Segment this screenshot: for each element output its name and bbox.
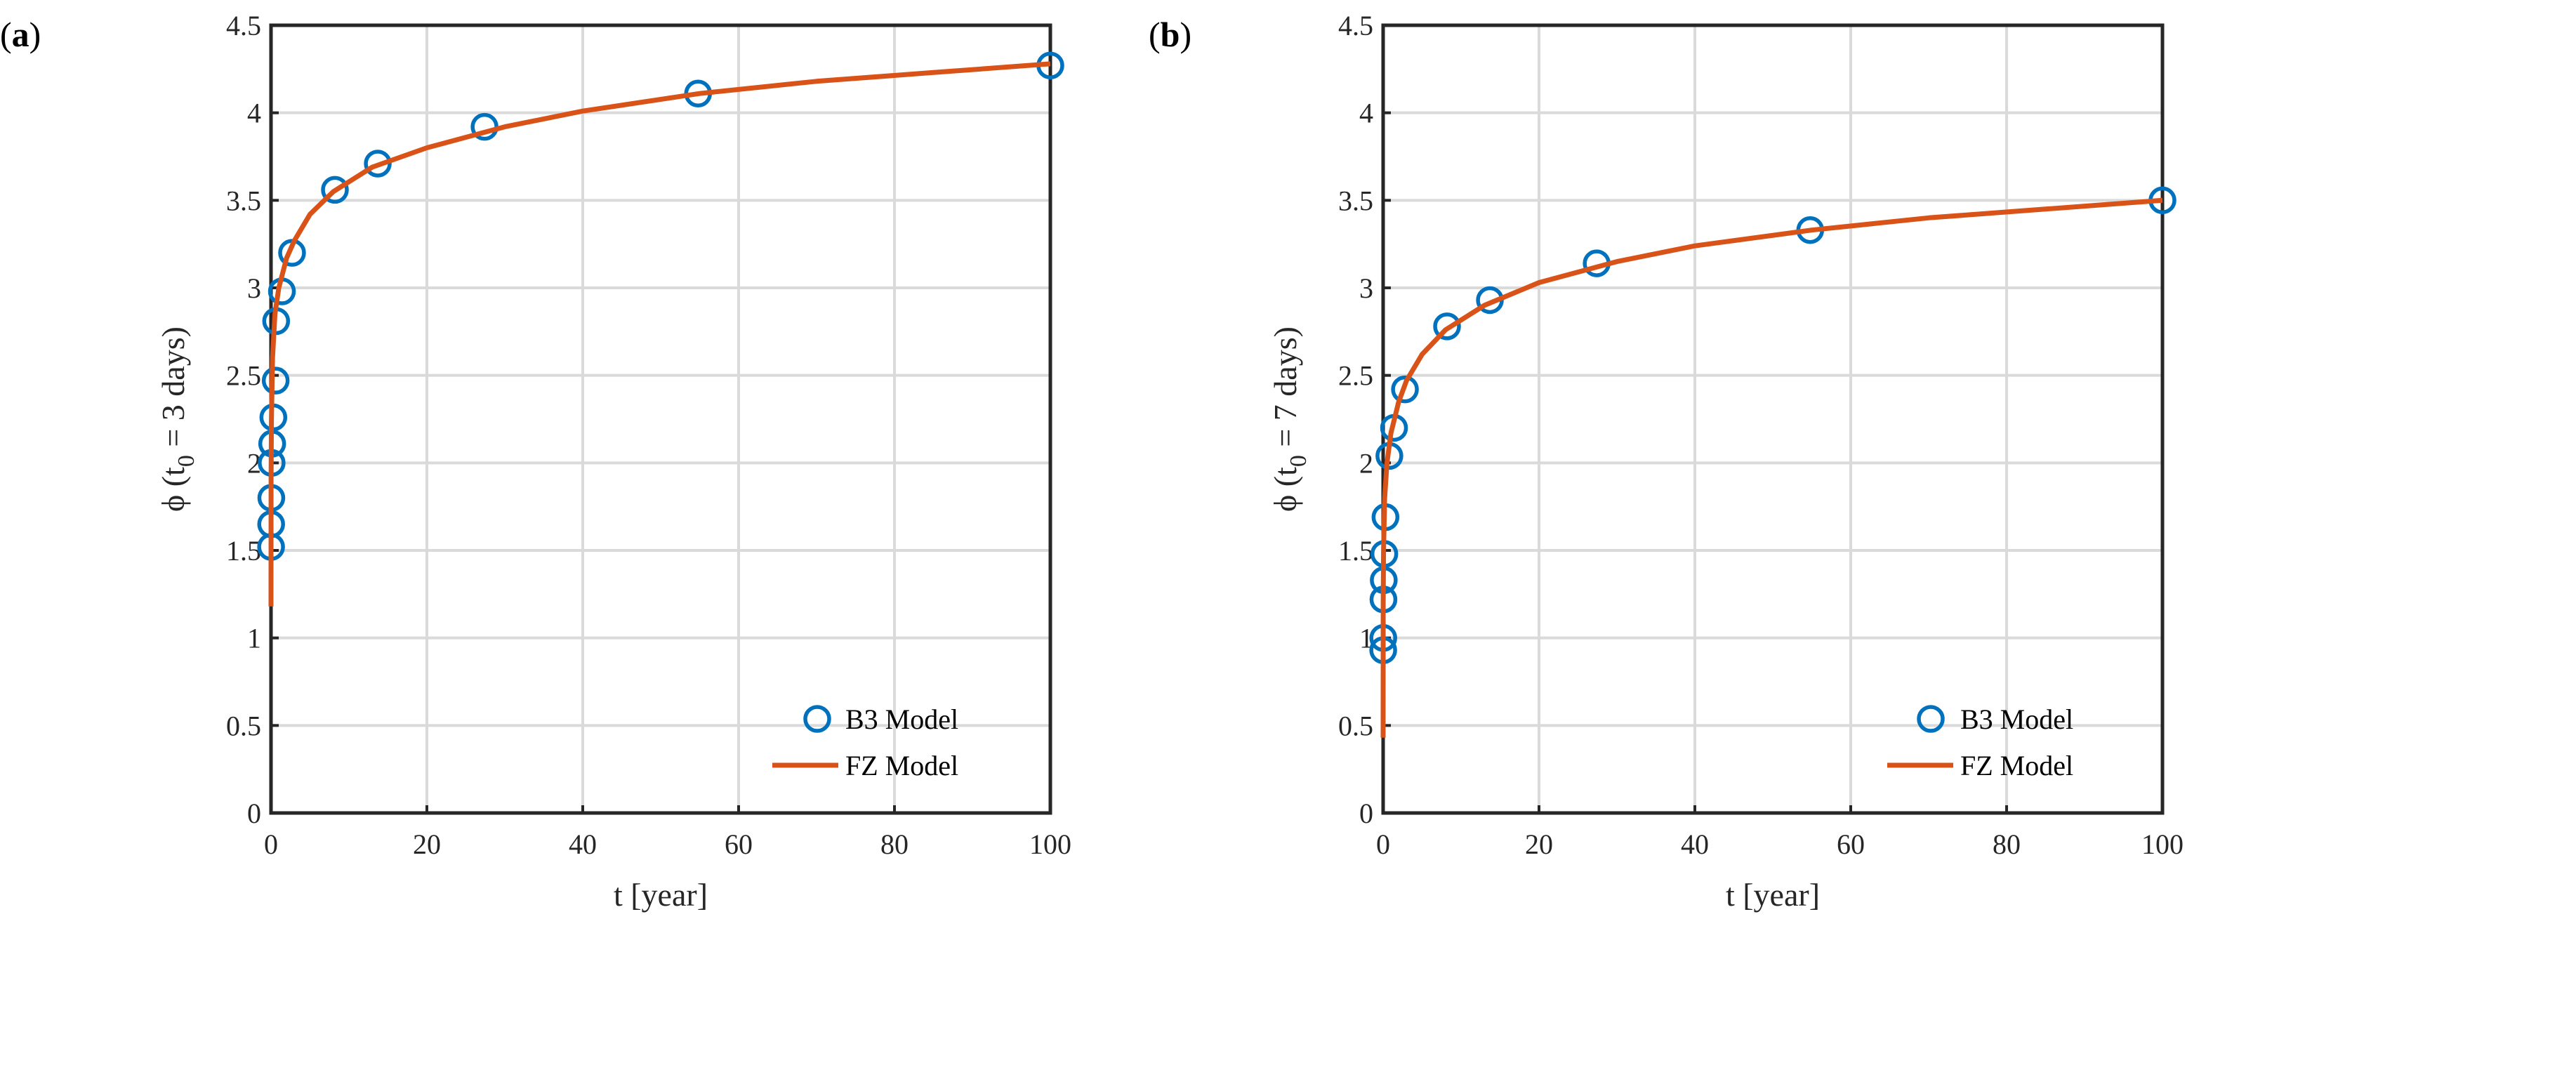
- x-tick-label: 60: [1837, 828, 1865, 860]
- x-tick-label: 80: [1993, 828, 2021, 860]
- b3-model-marker: [364, 150, 392, 178]
- x-tick-label: 100: [1029, 828, 1071, 860]
- y-tick-label: 2: [247, 447, 261, 479]
- b3-model-marker: [261, 366, 290, 395]
- b3-model-marker: [321, 176, 349, 204]
- legend-label-fz: FZ Model: [1960, 750, 2073, 781]
- x-tick-label: 40: [569, 828, 597, 860]
- y-tick-label: 2.5: [1338, 360, 1373, 392]
- y-tick-label: 0.5: [226, 710, 261, 741]
- panel-label-paren: (: [1149, 15, 1161, 54]
- y-tick-label: 3: [1359, 272, 1373, 304]
- y-tick-label: 2: [1359, 447, 1373, 479]
- plot-area: [1383, 25, 2162, 813]
- x-tick-label: 80: [880, 828, 909, 860]
- y-axis-label: ϕ (t0 = 3 days): [155, 326, 199, 512]
- y-tick-label: 1: [1359, 623, 1373, 654]
- legend-label-b3: B3 Model: [845, 703, 958, 735]
- chart-panel-a: 0 20 40 60 80 100 0 0.5 1 1.5 2 2.5 3 3.5 4 4.5 t [year]…: [0, 10, 1071, 913]
- panel-label: (b): [1149, 15, 1191, 54]
- legend-label-fz: FZ Model: [845, 750, 958, 781]
- panel-label-paren: ): [1180, 15, 1191, 54]
- legend: B3 Model FZ Model: [1887, 703, 2073, 781]
- y-tick-label: 1.5: [226, 535, 261, 567]
- x-tick-label: 20: [413, 828, 441, 860]
- y-axis-label-main: ϕ (t: [155, 467, 191, 512]
- panel-label-letter: b: [1161, 15, 1180, 54]
- legend-marker-b3: [1917, 705, 1945, 733]
- y-axis-label-subscript: 0: [173, 455, 199, 467]
- y-tick-label: 4.5: [1338, 10, 1373, 41]
- y-axis-label: ϕ (t0 = 7 days): [1267, 326, 1312, 512]
- y-tick-label: 4: [1359, 98, 1373, 129]
- chart-panel-b: 0 20 40 60 80 100 0 0.5 1 1.5 2 2.5 3 3.5 4 4.5 t [year]…: [1149, 10, 2184, 913]
- x-tick-label: 20: [1525, 828, 1553, 860]
- y-tick-label: 3.5: [1338, 185, 1373, 216]
- y-axis-label-main: ϕ (t: [1267, 467, 1303, 512]
- y-tick-label: 1.5: [1338, 535, 1373, 567]
- b3-model-marker: [1433, 312, 1461, 340]
- y-tick-label: 0: [247, 798, 261, 829]
- y-tick-label: 1: [247, 623, 261, 654]
- axes-box: [1381, 23, 2165, 815]
- y-axis-label-rest: = 3 days): [155, 326, 191, 455]
- x-tick-label: 100: [2141, 828, 2184, 860]
- panel-label: (a): [0, 15, 41, 54]
- y-tick-label: 3.5: [226, 185, 261, 216]
- legend-marker-b3: [803, 705, 831, 733]
- x-tick-label: 40: [1681, 828, 1709, 860]
- y-tick-label: 4.5: [226, 10, 261, 41]
- b3-model-marker: [1391, 375, 1419, 404]
- plot-area: [271, 25, 1050, 813]
- y-axis-label-subscript: 0: [1286, 455, 1312, 467]
- x-tick-label: 60: [725, 828, 753, 860]
- x-tick-label: 0: [1376, 828, 1390, 860]
- y-tick-label: 4: [247, 98, 261, 129]
- y-tick-label: 3: [247, 272, 261, 304]
- x-axis-label: t [year]: [614, 877, 708, 913]
- legend: B3 Model FZ Model: [772, 703, 958, 781]
- panel-label-letter: a: [12, 15, 29, 54]
- fz-model-line: [1380, 197, 2163, 738]
- fz-model-line: [268, 61, 1051, 607]
- panel-label-paren: ): [29, 15, 41, 54]
- y-tick-label: 0.5: [1338, 710, 1373, 741]
- y-tick-label: 2.5: [226, 360, 261, 392]
- legend-label-b3: B3 Model: [1960, 703, 2073, 735]
- y-axis-label-rest: = 7 days): [1267, 326, 1303, 455]
- x-tick-label: 0: [264, 828, 278, 860]
- panel-label-paren: (: [0, 15, 12, 54]
- y-tick-label: 0: [1359, 798, 1373, 829]
- x-axis-label: t [year]: [1726, 877, 1820, 913]
